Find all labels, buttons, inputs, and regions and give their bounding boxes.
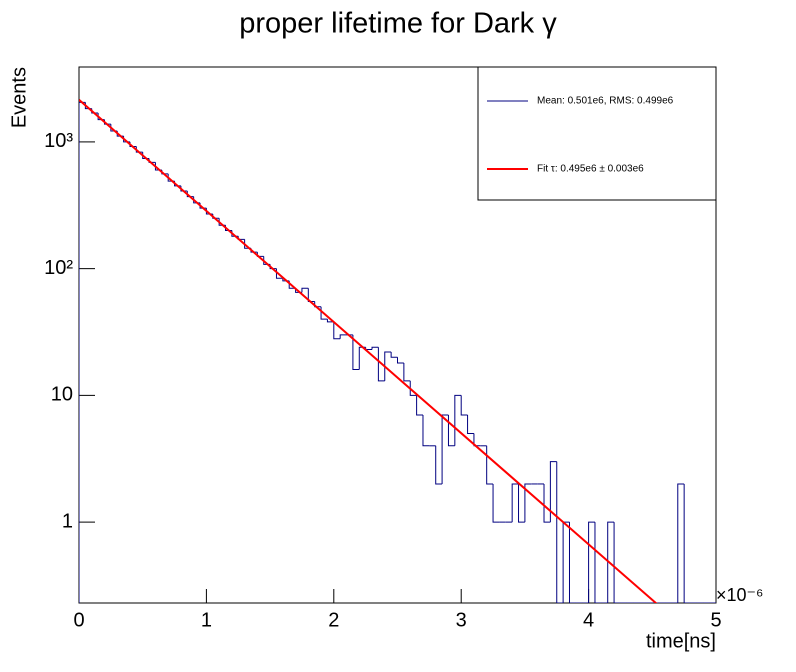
histogram-bin xyxy=(416,395,423,416)
histogram-bin xyxy=(447,415,455,447)
histogram-bin xyxy=(607,521,615,603)
histogram-bin xyxy=(562,521,570,603)
histogram-bin xyxy=(460,395,468,416)
histogram-bin xyxy=(524,483,532,523)
histogram-bin xyxy=(435,445,443,485)
histogram-bin xyxy=(326,319,334,323)
histogram-bin xyxy=(549,461,557,523)
y-tick-label: 10 xyxy=(51,384,73,406)
histogram-bin xyxy=(301,287,309,293)
histogram-bin xyxy=(568,522,576,603)
histogram-bin xyxy=(422,415,430,447)
histogram-bin xyxy=(441,414,449,484)
histogram-bin xyxy=(409,380,417,396)
fit-line xyxy=(79,99,658,603)
histogram-bin xyxy=(333,321,341,340)
x-tick-label: 2 xyxy=(328,609,339,631)
histogram-bin xyxy=(365,347,373,351)
histogram-bin xyxy=(371,346,379,350)
y-axis-label: Events xyxy=(8,67,30,128)
histogram-bin xyxy=(486,445,494,485)
chart-title: proper lifetime for Dark γ xyxy=(239,8,557,40)
histogram-bin xyxy=(358,346,366,370)
histogram-bin xyxy=(556,461,564,603)
x-tick-label: 1 xyxy=(201,609,212,631)
histogram-bin xyxy=(314,301,322,308)
histogram-bin xyxy=(613,522,621,603)
histogram-bin xyxy=(79,101,86,603)
histogram-bin xyxy=(352,334,360,371)
histogram-bin xyxy=(467,415,474,435)
histogram-bin xyxy=(677,483,685,603)
x-tick-label: 5 xyxy=(710,609,721,631)
histogram-bin xyxy=(492,483,500,523)
x-axis-label: time[ns] xyxy=(646,630,716,652)
histogram-bin xyxy=(397,357,404,364)
histogram-bin xyxy=(588,521,595,603)
histogram-bin xyxy=(543,483,551,523)
legend-label: Mean: 0.501e6, RMS: 0.499e6 xyxy=(537,96,674,107)
histogram-bin xyxy=(473,433,481,447)
histogram-bin xyxy=(339,334,347,339)
histogram-bin xyxy=(377,347,385,382)
histogram-bin xyxy=(384,351,392,381)
x-tick-label: 0 xyxy=(73,609,84,631)
legend-box xyxy=(477,66,717,201)
y-tick-label: 1 xyxy=(62,510,73,532)
y-tick-label: 10² xyxy=(44,257,73,279)
x-tick-label: 4 xyxy=(583,609,594,631)
y-tick-label: 10³ xyxy=(44,130,73,152)
histogram-bin xyxy=(683,483,691,603)
legend-label: Fit τ: 0.495e6 ± 0.003e6 xyxy=(537,164,644,175)
x-tick-label: 3 xyxy=(456,609,467,631)
plot-area xyxy=(79,99,716,603)
histogram-bin xyxy=(594,522,602,603)
histogram-bin xyxy=(518,483,525,523)
histogram-bin xyxy=(454,394,462,446)
histogram-bin xyxy=(403,363,411,382)
histogram-bin xyxy=(511,483,519,523)
histogram-bin xyxy=(307,288,315,303)
histogram-bin xyxy=(135,146,143,153)
histogram-bin xyxy=(390,351,398,358)
x-exponent: ×10⁻⁶ xyxy=(716,585,763,605)
